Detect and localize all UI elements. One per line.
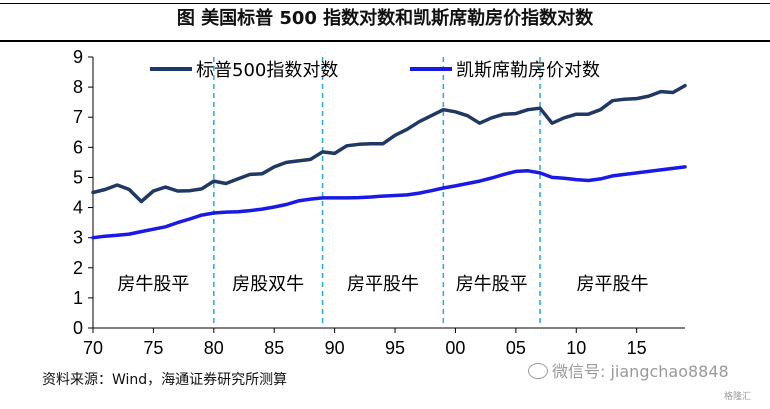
- period-annotation: 房牛股平: [117, 274, 189, 295]
- title-top-rule: [0, 3, 770, 4]
- x-tick-label: 70: [83, 338, 103, 358]
- x-tick-label: 75: [143, 338, 163, 358]
- y-tick-label: 8: [73, 77, 83, 97]
- watermark-text: 微信号: jiangchao8848: [552, 362, 729, 381]
- y-tick-label: 1: [73, 288, 83, 308]
- source-note: 资料来源：Wind，海通证券研究所测算: [42, 372, 288, 388]
- wechat-icon: [528, 363, 548, 379]
- y-tick-label: 0: [73, 318, 83, 338]
- chart-title: 图 美国标普 500 指数对数和凯斯席勒房价指数对数: [176, 8, 594, 29]
- period-annotation: 房平股牛: [347, 274, 419, 295]
- y-tick-label: 3: [73, 228, 83, 248]
- x-tick-label: 85: [264, 338, 284, 358]
- legend: 标普500指数对数 凯斯席勒房价对数: [150, 60, 600, 81]
- series-lines: [91, 83, 687, 240]
- x-tick-label: 80: [204, 338, 224, 358]
- y-tick-label: 9: [73, 47, 83, 67]
- x-tick-label: 95: [385, 338, 405, 358]
- y-tick-label: 7: [73, 107, 83, 127]
- bottom-logo: 格隆汇: [724, 392, 752, 402]
- watermark: 微信号: jiangchao8848: [528, 362, 729, 382]
- axes: 0 1 2 3 4 5 6 7 8 9 70 75 80 85 90 95 00 05 10 15: [73, 47, 685, 358]
- legend-entry-label: 标普500指数对数: [196, 60, 338, 81]
- title-bottom-rule: [0, 40, 770, 42]
- period-annotation: 房股双牛: [232, 274, 304, 295]
- period-annotation: 房平股牛: [577, 274, 649, 295]
- x-tick-label: 05: [506, 338, 526, 358]
- period-dividers: [213, 57, 541, 328]
- period-annotations: 房牛股平 房股双牛 房平股牛 房牛股平 房平股牛: [117, 274, 648, 295]
- y-tick-label: 5: [73, 167, 83, 187]
- y-tick-label: 2: [73, 258, 83, 278]
- x-tick-label: 15: [627, 338, 647, 358]
- x-tick-label: 10: [566, 338, 586, 358]
- legend-entry-label: 凯斯席勒房价对数: [456, 60, 600, 81]
- line-chart: 012345678970 75 80 85 90 95 00 05 10 15 房牛股平 房股双牛房…: [73, 47, 687, 358]
- y-tick-label: 4: [73, 198, 83, 218]
- x-tick-label: 00: [445, 338, 465, 358]
- x-tick-label: 90: [325, 338, 345, 358]
- sp500-line: [91, 83, 687, 204]
- case-shiller-line: [91, 165, 687, 240]
- period-annotation: 房牛股平: [456, 274, 528, 295]
- y-tick-label: 6: [73, 137, 83, 157]
